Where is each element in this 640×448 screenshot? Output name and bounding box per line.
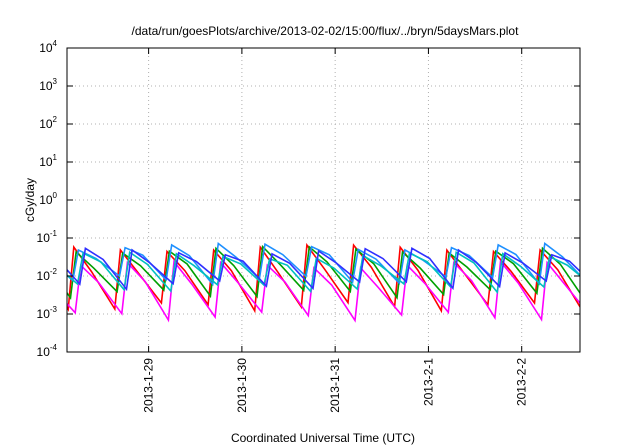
series-line — [67, 246, 580, 292]
y-tick-label: 100 — [39, 191, 57, 207]
x-axis-label: Coordinated Universal Time (UTC) — [231, 431, 415, 445]
x-tick-label: 2013-1-31 — [328, 358, 342, 413]
y-tick-label: 102 — [39, 115, 57, 131]
x-tick-label: 2013-2-2 — [515, 358, 529, 406]
y-axis: 10-4 10-3 10-2 10-1 100 101 102 103 104 — [37, 39, 580, 359]
grid — [67, 48, 580, 352]
x-tick-label: 2013-1-29 — [142, 358, 156, 413]
x-tick-label: 2013-1-30 — [235, 358, 249, 413]
chart-title: /data/run/goesPlots/archive/2013-02-02/1… — [132, 24, 520, 38]
series-group — [67, 242, 580, 323]
y-tick-label: 10-3 — [37, 305, 58, 321]
x-tick-label: 2013-2-1 — [421, 358, 435, 406]
y-tick-label: 10-4 — [37, 343, 58, 359]
y-tick-label: 10-1 — [37, 229, 58, 245]
y-tick-label: 10-2 — [37, 267, 58, 283]
series-line — [67, 242, 580, 287]
y-axis-label: cGy/day — [23, 178, 37, 222]
x-axis: 2013-1-29 2013-1-30 2013-1-31 2013-2-1 2013-… — [142, 48, 529, 413]
y-tick-label: 103 — [39, 77, 57, 93]
series-line — [67, 250, 580, 295]
series-line — [67, 244, 580, 301]
y-tick-label: 101 — [39, 153, 57, 169]
y-tick-label: 104 — [39, 39, 57, 55]
